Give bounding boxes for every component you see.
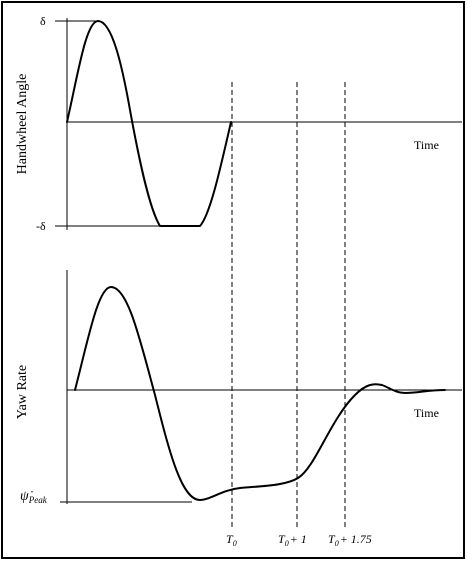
bottom-time-label: Time <box>414 406 439 420</box>
handwheel-curve <box>66 20 232 227</box>
t0-plus-1-base: T <box>278 532 286 546</box>
top-panel: δ -δ Time Handwheel Angle <box>15 14 462 233</box>
t0-plus-175-base: T <box>328 532 336 546</box>
t0-plus-1-sub: 0 <box>285 539 289 548</box>
time-markers: T0 T0+ 1 T0+ 1.75 <box>226 82 372 548</box>
top-time-label: Time <box>414 138 439 152</box>
yaw-rate-curve <box>74 286 446 501</box>
t0-sub: 0 <box>233 539 237 548</box>
delta-label: δ <box>40 14 46 28</box>
t0-plus-175-sub: 0 <box>335 539 339 548</box>
t0-plus-1-suffix: + 1 <box>290 532 307 546</box>
t0-plus-1-label: T0+ 1 <box>278 532 307 548</box>
neg-delta-label: -δ <box>36 219 46 233</box>
t0-base: T <box>226 532 234 546</box>
yaw-rate-peak-label: ψ̇Peak <box>20 489 48 505</box>
bottom-panel: Time Yaw Rate ψ̇Peak <box>15 270 462 505</box>
t0-plus-175-label: T0+ 1.75 <box>328 532 372 548</box>
handwheel-angle-label: Handwheel Angle <box>15 74 30 175</box>
t0-label: T0 <box>226 532 237 548</box>
t0-plus-175-suffix: + 1.75 <box>340 532 372 546</box>
peak-subscript: Peak <box>28 495 48 505</box>
yaw-rate-label: Yaw Rate <box>15 365 30 419</box>
